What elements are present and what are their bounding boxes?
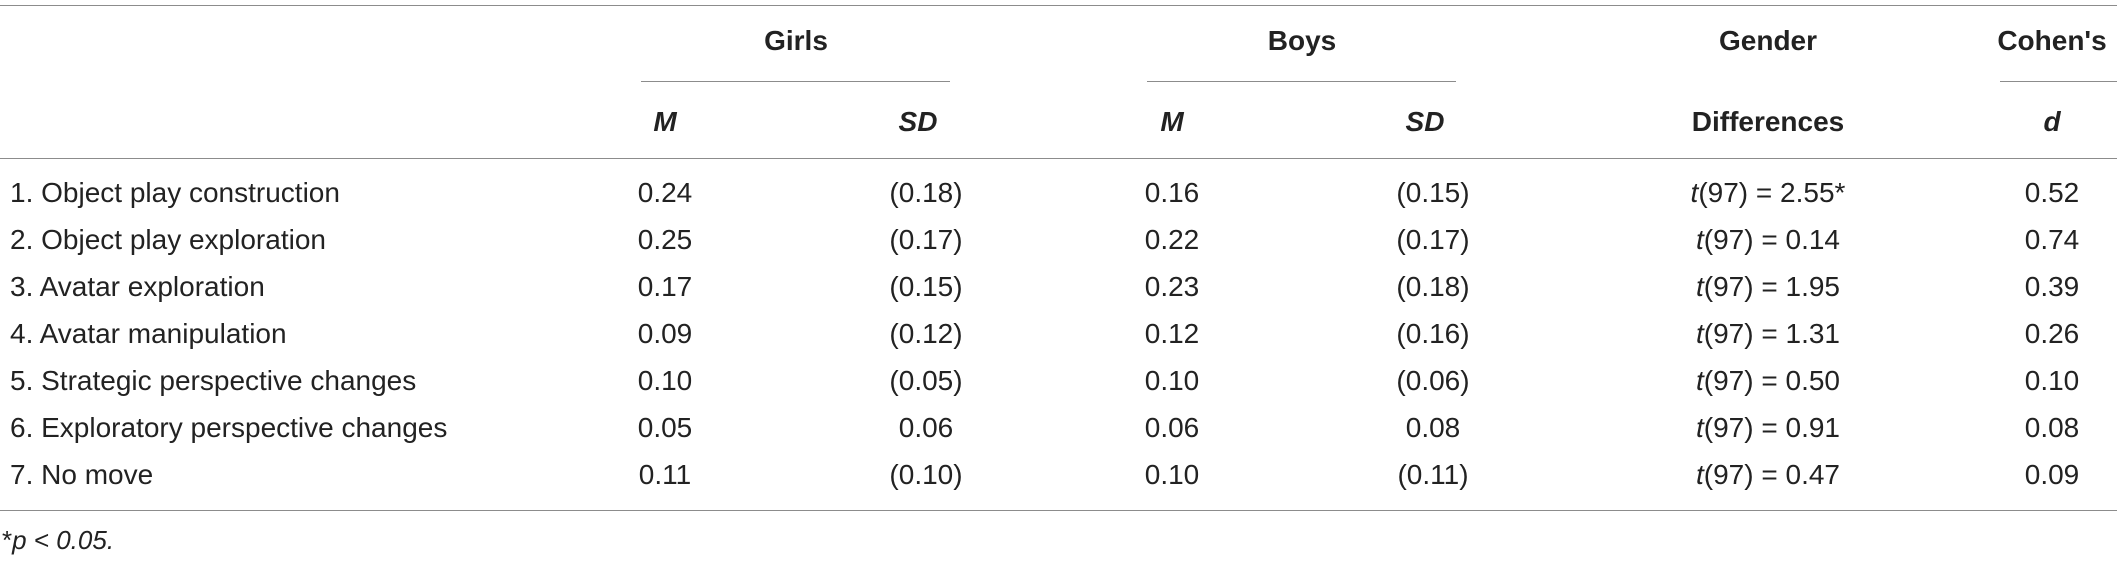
t-symbol: t	[1696, 365, 1704, 396]
t-statistic: (97) = 0.47	[1703, 459, 1840, 490]
boys-sd-value: (0.15)	[1396, 177, 1470, 208]
boys-m-value: 0.16	[1144, 177, 1200, 208]
t-test-value: t(97) = 0.91	[1696, 412, 1840, 444]
boys-sd-value: 0.08	[1405, 412, 1461, 443]
header-boys-m: M	[1160, 106, 1184, 137]
header-boys-sd: SD	[1405, 106, 1445, 137]
cohens-d-value: 0.10	[2024, 365, 2080, 396]
cohens-group-rule	[2000, 81, 2117, 82]
header-differences: Differences	[1691, 106, 1845, 137]
t-statistic: (97) = 0.14	[1703, 224, 1840, 255]
row-label: 5. Strategic perspective changes	[10, 365, 417, 396]
t-statistic: (97) = 0.91	[1703, 412, 1840, 443]
footnote-text: p < 0.05.	[12, 525, 115, 555]
t-symbol: t	[1696, 224, 1704, 255]
t-test-value: t(97) = 0.50	[1696, 365, 1840, 397]
boys-m-value: 0.23	[1144, 271, 1200, 302]
table-top-rule	[0, 5, 2117, 6]
girls-sd-value: 0.06	[898, 412, 954, 443]
header-gender: Gender	[1718, 25, 1818, 56]
header-girls: Girls	[764, 25, 828, 56]
girls-sd-value: (0.17)	[889, 224, 963, 255]
header-girls-sd: SD	[898, 106, 938, 137]
header-bottom-rule	[0, 158, 2117, 159]
girls-sd-value: (0.12)	[889, 318, 963, 349]
girls-m-value: 0.09	[637, 318, 693, 349]
header-cohens-d: d	[2043, 106, 2061, 137]
cohens-d-value: 0.08	[2024, 412, 2080, 443]
girls-sd-value: (0.18)	[889, 177, 963, 208]
boys-m-value: 0.10	[1144, 459, 1200, 490]
boys-m-value: 0.10	[1144, 365, 1200, 396]
cohens-d-value: 0.74	[2024, 224, 2080, 255]
girls-m-value: 0.05	[637, 412, 693, 443]
t-statistic: (97) = 1.31	[1703, 318, 1840, 349]
table-bottom-rule	[0, 510, 2117, 511]
t-symbol: t	[1696, 412, 1704, 443]
t-symbol: t	[1690, 177, 1699, 208]
table-footnote: *p < 0.05.	[2, 524, 114, 556]
cohens-d-value: 0.52	[2024, 177, 2080, 208]
t-symbol: t	[1696, 459, 1704, 490]
girls-m-value: 0.11	[638, 459, 692, 490]
girls-m-value: 0.17	[637, 271, 693, 302]
boys-sd-value: (0.17)	[1396, 224, 1470, 255]
cohens-d-value: 0.09	[2024, 459, 2080, 490]
girls-m-value: 0.24	[637, 177, 693, 208]
t-test-value: t(97) = 0.47	[1696, 459, 1840, 491]
t-test-value: t(97) = 1.95	[1696, 271, 1840, 303]
girls-group-rule	[641, 81, 950, 82]
row-label: 3. Avatar exploration	[10, 271, 265, 302]
t-statistic: (97) = 2.55*	[1698, 177, 1846, 208]
t-test-value: t(97) = 2.55*	[1691, 177, 1846, 209]
boys-m-value: 0.22	[1144, 224, 1200, 255]
t-test-value: t(97) = 1.31	[1696, 318, 1840, 350]
boys-group-rule	[1147, 81, 1456, 82]
boys-sd-value: (0.06)	[1396, 365, 1470, 396]
cohens-d-value: 0.39	[2024, 271, 2080, 302]
girls-sd-value: (0.10)	[889, 459, 963, 490]
girls-m-value: 0.25	[637, 224, 693, 255]
cohens-d-value: 0.26	[2024, 318, 2080, 349]
girls-sd-value: (0.15)	[889, 271, 963, 302]
t-symbol: t	[1696, 318, 1704, 349]
t-statistic: (97) = 0.50	[1703, 365, 1840, 396]
boys-sd-value: (0.11)	[1397, 459, 1469, 490]
header-girls-m: M	[653, 106, 677, 137]
boys-sd-value: (0.16)	[1396, 318, 1470, 349]
girls-sd-value: (0.05)	[889, 365, 963, 396]
footnote-asterisk: *	[2, 525, 13, 555]
girls-m-value: 0.10	[637, 365, 693, 396]
header-cohens: Cohen's	[1997, 25, 2107, 56]
boys-m-value: 0.06	[1144, 412, 1200, 443]
t-test-value: t(97) = 0.14	[1696, 224, 1840, 256]
boys-m-value: 0.12	[1144, 318, 1200, 349]
row-label: 4. Avatar manipulation	[10, 318, 287, 349]
header-boys: Boys	[1267, 25, 1337, 56]
row-label: 2. Object play exploration	[10, 224, 326, 255]
boys-sd-value: (0.18)	[1396, 271, 1470, 302]
row-label: 1. Object play construction	[10, 177, 340, 208]
t-statistic: (97) = 1.95	[1703, 271, 1840, 302]
t-symbol: t	[1696, 271, 1704, 302]
row-label: 7. No move	[10, 459, 154, 490]
row-label: 6. Exploratory perspective changes	[10, 412, 448, 443]
